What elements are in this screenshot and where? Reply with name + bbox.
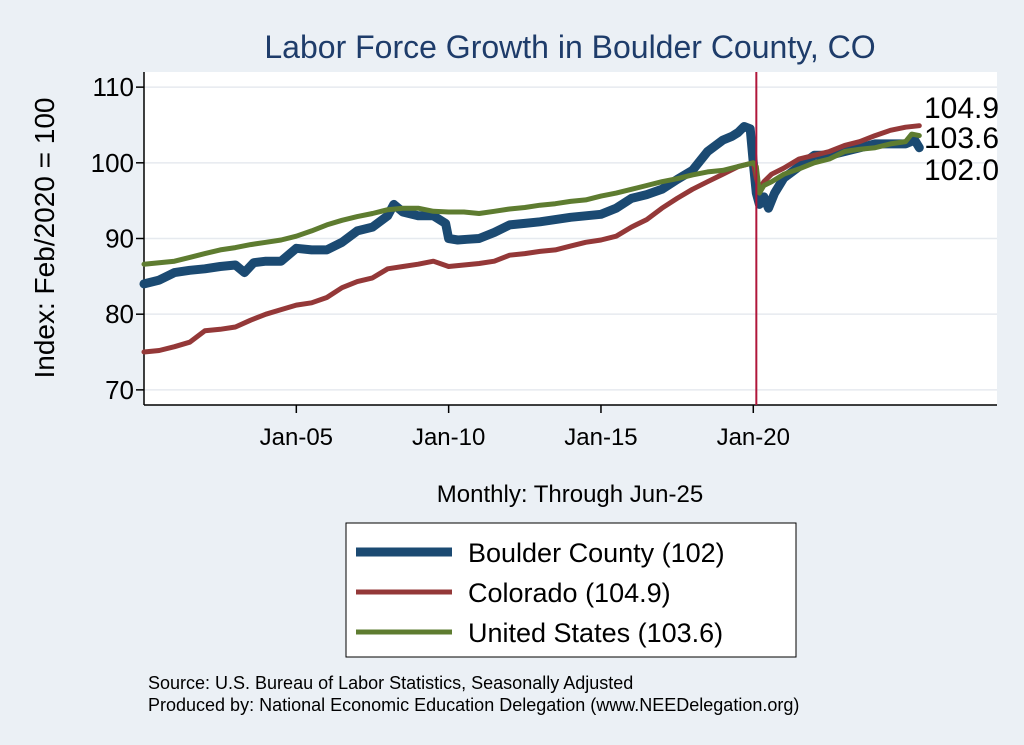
- y-tick-label: 100: [91, 148, 134, 178]
- series-line-1: [141, 123, 922, 355]
- end-value-label: 102.0: [924, 154, 999, 187]
- y-tick-label: 110: [93, 72, 134, 102]
- end-value-label: 103.6: [924, 122, 999, 155]
- y-tick-label: 80: [105, 299, 134, 329]
- x-tick-label: Jan-20: [717, 424, 790, 451]
- source-note: Source: U.S. Bureau of Labor Statistics,…: [148, 673, 633, 693]
- end-value-label: 104.9: [924, 92, 999, 125]
- x-axis-label: Monthly: Through Jun-25: [437, 481, 703, 508]
- y-tick-label: 90: [105, 224, 134, 254]
- y-tick-label: 70: [105, 375, 134, 405]
- x-tick-label: Jan-15: [564, 424, 637, 451]
- x-tick-label: Jan-05: [260, 424, 333, 451]
- y-axis-label: Index: Feb/2020 = 100: [29, 98, 60, 379]
- x-tick-label: Jan-10: [412, 424, 485, 451]
- legend-label: Colorado (104.9): [468, 578, 671, 608]
- legend-label: United States (103.6): [468, 618, 723, 648]
- chart-title: Labor Force Growth in Boulder County, CO: [264, 29, 875, 65]
- series-line-2: [141, 131, 922, 267]
- producer-note: Produced by: National Economic Education…: [148, 695, 799, 715]
- legend-label: Boulder County (102): [468, 538, 725, 568]
- series-line-0: [139, 122, 924, 289]
